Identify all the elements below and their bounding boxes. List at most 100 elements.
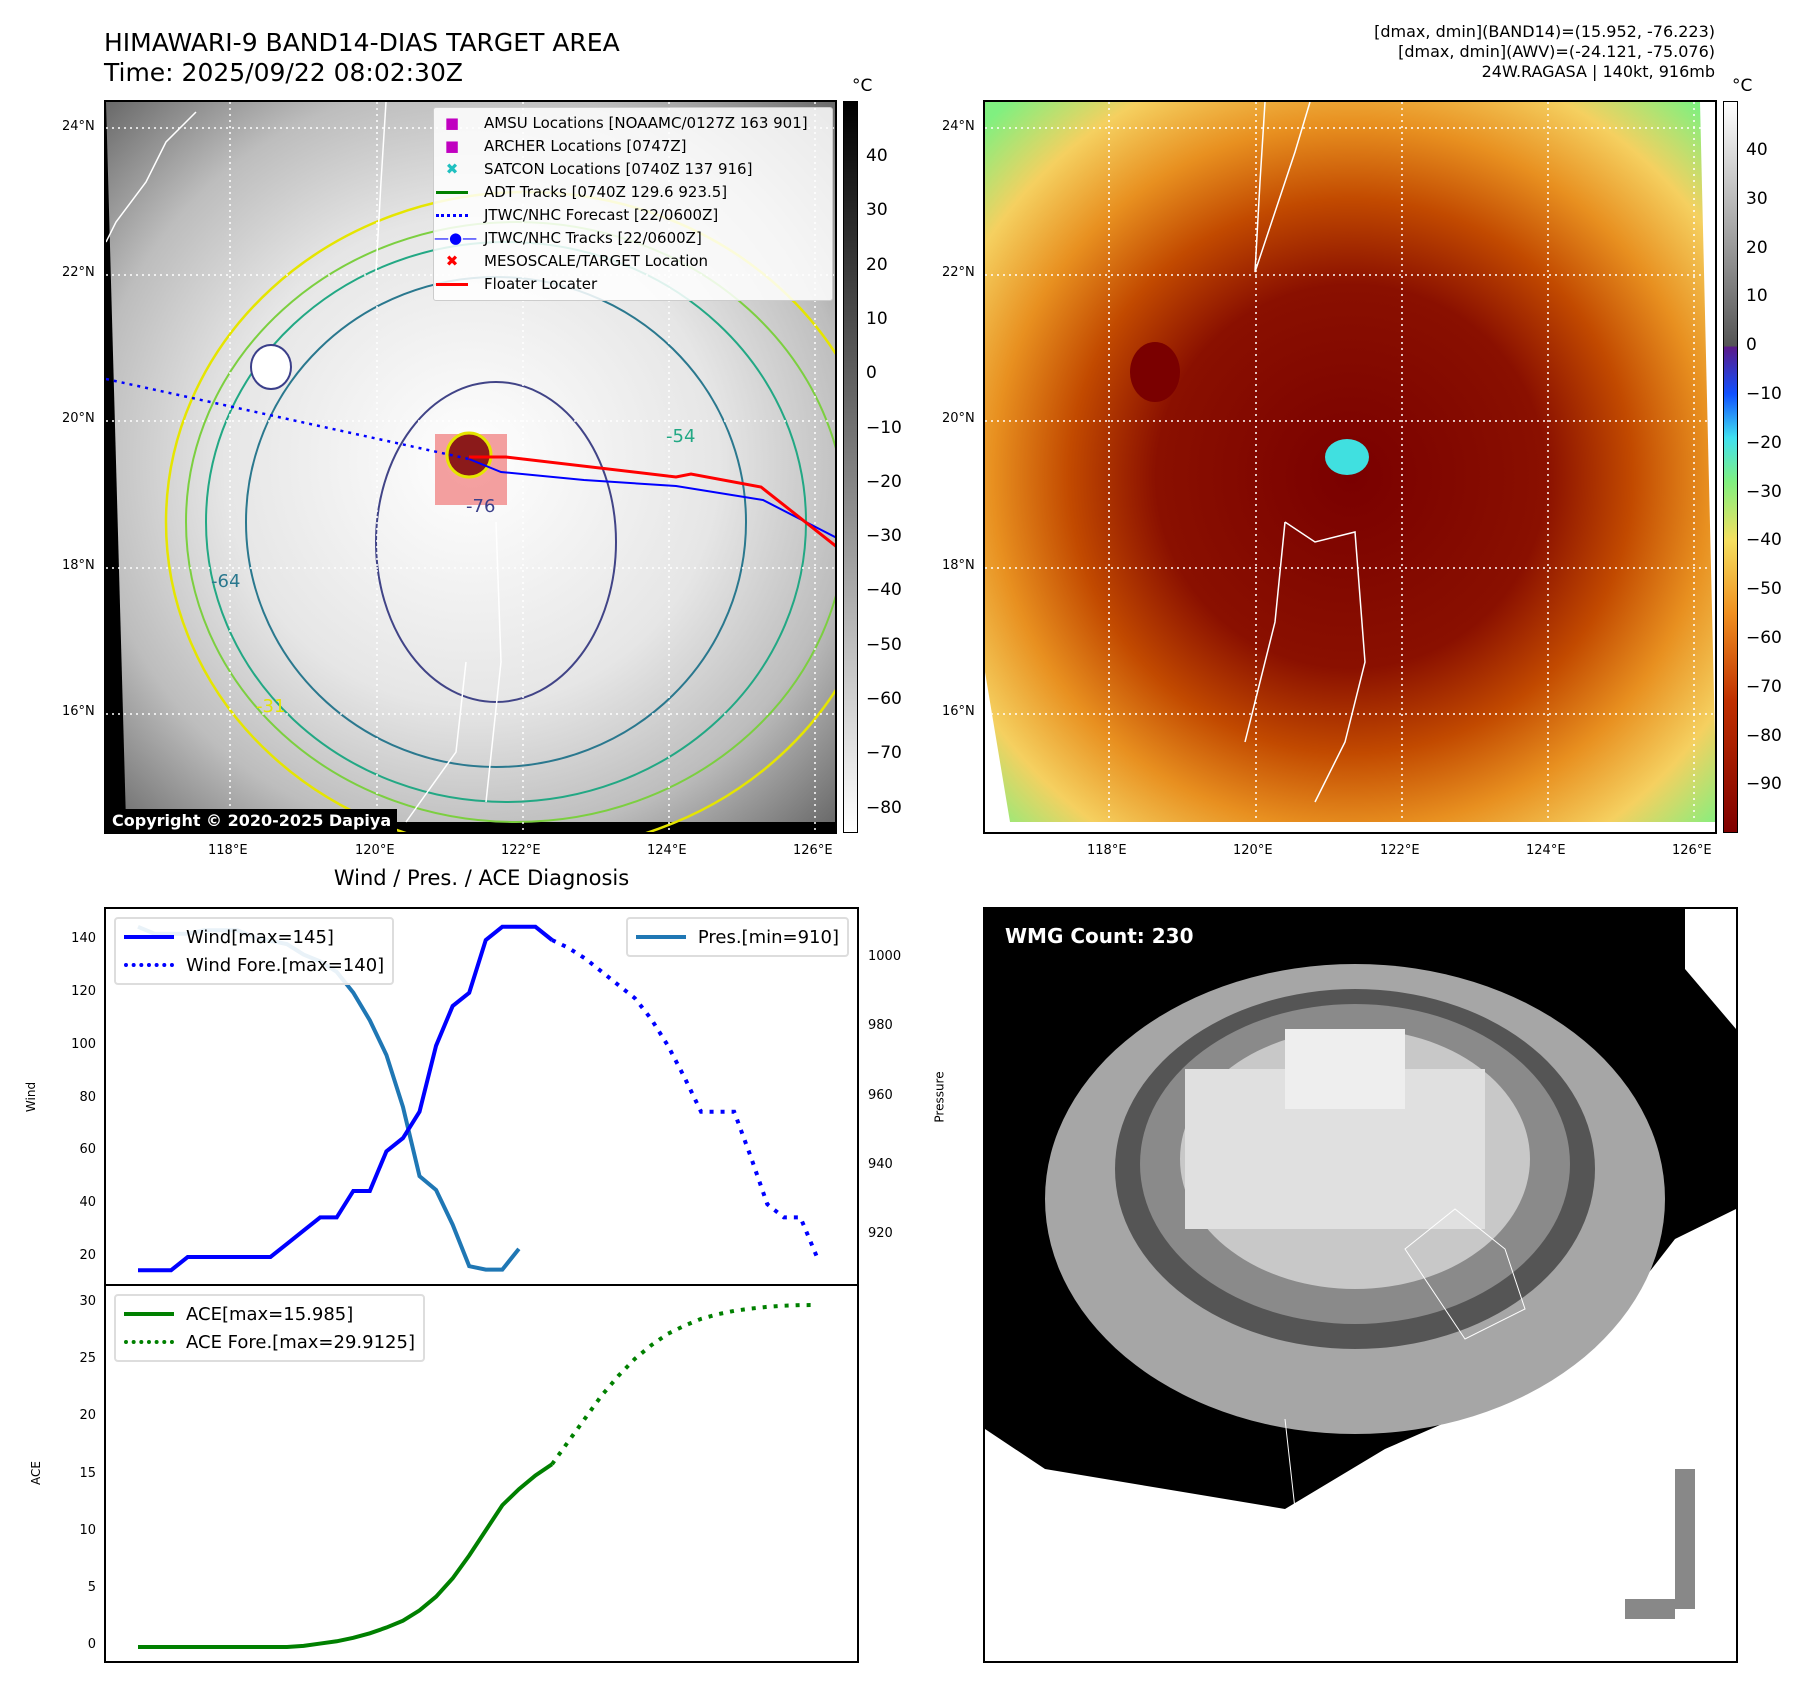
awv-map (983, 100, 1717, 834)
colorbar-tick-label: 30 (866, 200, 888, 221)
legend-pressure: Pres.[min=910] (635, 923, 839, 951)
colorbar-tick-label: −80 (866, 797, 902, 818)
wmg-count-badge: WMG Count: 230 (997, 921, 1202, 951)
legend-amsu: ■ AMSU Locations [NOAAMC/0127Z 163 901] (444, 114, 808, 132)
colorbar-tick-label: −10 (866, 417, 902, 438)
lat-label: 22°N (942, 265, 975, 280)
colorbar-tick-label: 20 (1746, 237, 1768, 258)
wmg-panel: WMG Count: 230 (983, 907, 1738, 1663)
info-awv: [dmax, dmin](AWV)=(-24.121, -75.076) (1398, 42, 1715, 61)
colorbar-tick-label: 0 (1746, 335, 1757, 356)
lat-label: 24°N (942, 119, 975, 134)
pressure-axis-label: Pressure (932, 1071, 947, 1123)
ace-line (138, 1462, 554, 1649)
axis-tick-label: 40 (79, 1195, 96, 1211)
ace-axis-label: ACE (28, 1461, 43, 1485)
axis-tick-label: 15 (79, 1465, 96, 1481)
diagnosis-title: Wind / Pres. / ACE Diagnosis (333, 866, 630, 890)
lat-label: 18°N (942, 558, 975, 573)
colorbar-tick-label: −40 (1746, 530, 1782, 551)
contour-label: -64 (211, 571, 240, 592)
colorbar-tick-label: −50 (1746, 579, 1782, 600)
axis-tick-label: 120 (71, 983, 96, 999)
eye (1325, 439, 1369, 475)
lon-label: 126°E (793, 843, 833, 858)
colorbar-tick-label: 40 (1746, 140, 1768, 160)
colorbar-tick-label: 10 (1746, 286, 1768, 307)
band14-map: -76 -64 -54 -31 ■ AMSU Locations [NOAAMC/… (104, 100, 837, 834)
jtwc-track (468, 458, 835, 539)
legend-adt: ADT Tracks [0740Z 129.6 923.5] (434, 181, 832, 204)
axis-tick-label: 10 (79, 1522, 96, 1538)
colorbar-tick-label: 30 (1746, 188, 1768, 209)
legend-wind: Wind[max=145] (124, 923, 384, 951)
colorbar-tick-label: 10 (866, 308, 888, 329)
wind-axis-label: Wind (24, 1081, 39, 1113)
lat-label: 16°N (62, 704, 95, 719)
lon-label: 124°E (647, 843, 687, 858)
axis-tick-label: 920 (868, 1226, 893, 1241)
colorbar-tick-label: −30 (1746, 481, 1782, 502)
contour-label: -76 (466, 496, 495, 517)
colorbar-tick-label: −70 (1746, 676, 1782, 697)
colorbar-tick-label: −60 (1746, 628, 1782, 648)
ace-forecast-line (550, 1303, 817, 1466)
ace-plot (138, 1303, 817, 1649)
lon-label: 124°E (1526, 843, 1566, 858)
copyright: Copyright © 2020-2025 Dapiya (106, 809, 398, 832)
colorbar-tick-label: −10 (1746, 384, 1782, 404)
axis-tick-label: 60 (79, 1142, 96, 1158)
pressure-legend: Pres.[min=910] (625, 917, 849, 957)
axis-tick-label: 980 (868, 1018, 893, 1034)
colorbar-unit: °C (852, 76, 873, 96)
lon-label: 122°E (1380, 843, 1420, 858)
legend-jtwc-tracks: —●— JTWC/NHC Tracks [22/0600Z] (434, 229, 702, 247)
ace-legend: ACE[max=15.985] ACE Fore.[max=29.9125] (114, 1294, 425, 1362)
legend-target: ✖ MESOSCALE/TARGET Location (445, 252, 709, 270)
info-storm: 24W.RAGASA | 140kt, 916mb (1481, 62, 1715, 81)
lon-label: 126°E (1672, 843, 1712, 858)
lon-label: 118°E (1087, 843, 1127, 858)
colorbar-tick-label: 20 (866, 254, 888, 275)
title-line: HIMAWARI-9 BAND14-DIAS TARGET AREA (104, 28, 620, 57)
axis-tick-label: 30 (79, 1294, 96, 1309)
floater-track (469, 455, 835, 548)
colorbar-tick-label: −30 (866, 526, 902, 547)
lon-label: 122°E (501, 843, 541, 858)
figure-title: HIMAWARI-9 BAND14-DIAS TARGET AREA Time:… (104, 28, 620, 88)
wmg-image (985, 909, 1736, 1619)
axis-tick-label: 940 (868, 1156, 893, 1172)
lat-label: 18°N (62, 558, 95, 573)
colorbar-tick-label: −70 (866, 743, 902, 764)
wind-legend: Wind[max=145] Wind Fore.[max=140] (114, 917, 395, 985)
contour-label: -31 (256, 696, 285, 717)
lon-label: 120°E (1233, 843, 1273, 858)
axis-tick-label: 5 (87, 1579, 96, 1595)
lat-label: 20°N (942, 411, 975, 426)
legend-ace: ACE[max=15.985] (124, 1300, 415, 1328)
wind-forecast-line (551, 938, 819, 1258)
colorbar-tick-label: −40 (866, 580, 902, 601)
lat-label: 20°N (62, 411, 95, 426)
lon-label: 118°E (208, 843, 248, 858)
colorbar-tick-label: −50 (866, 634, 902, 655)
info-band14: [dmax, dmin](BAND14)=(15.952, -76.223) (1374, 22, 1715, 41)
time-line: Time: 2025/09/22 08:02:30Z (104, 58, 463, 87)
colorbar-tick-label: −60 (866, 689, 902, 709)
axis-tick-label: 1000 (868, 949, 902, 964)
legend-ace-fore: ACE Fore.[max=29.9125] (124, 1328, 415, 1356)
map-legend: ■ AMSU Locations [NOAAMC/0127Z 163 901] ■… (433, 107, 833, 301)
axis-tick-label: 80 (79, 1089, 96, 1105)
wind-line (138, 924, 554, 1273)
axis-tick-label: 20 (79, 1408, 96, 1424)
colorbar-tick-label: 40 (866, 146, 888, 166)
axis-tick-label: 960 (868, 1087, 893, 1103)
axis-tick-label: 20 (79, 1248, 96, 1263)
colorbar-tick-label: −20 (866, 471, 902, 492)
ace-chart: ACE[max=15.985] ACE Fore.[max=29.9125] (104, 1284, 859, 1663)
colorbar-tick-label: −20 (1746, 432, 1782, 453)
colorbar-unit: °C (1732, 76, 1753, 96)
colorbar-tick-label: 0 (866, 363, 877, 384)
awv-imagery (985, 102, 1715, 832)
axis-tick-label: 0 (87, 1637, 96, 1652)
